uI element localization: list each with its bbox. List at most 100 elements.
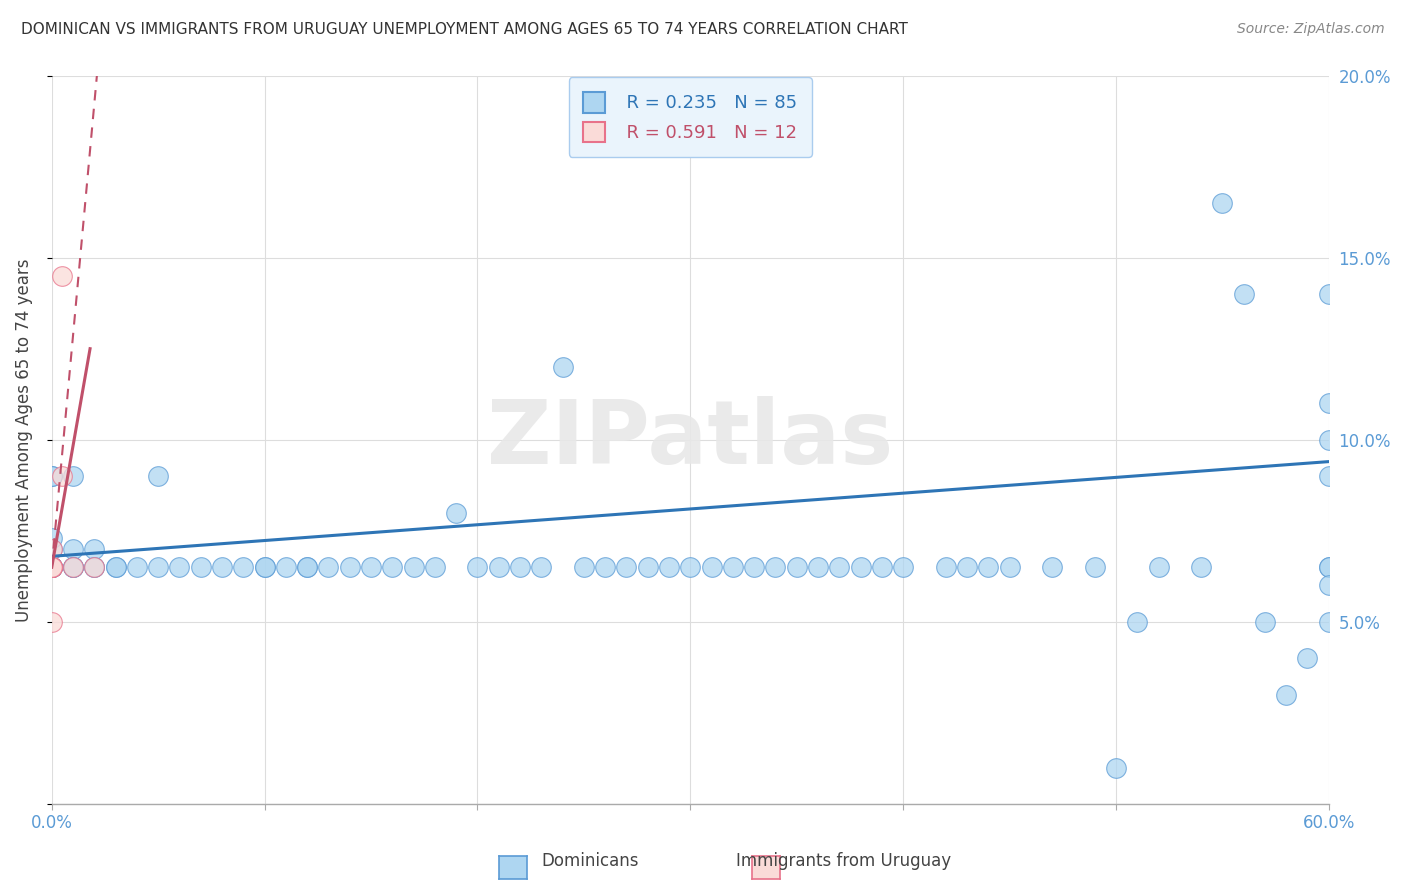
Point (146, 469, 169, 483)
Point (41, 560, 63, 574)
Point (41, 560, 63, 574)
Point (1317, 560, 1340, 574)
Point (41, 560, 63, 574)
Point (51, 268, 73, 283)
Legend:   R = 0.235   N = 85,   R = 0.591   N = 12: R = 0.235 N = 85, R = 0.591 N = 12 (568, 78, 813, 157)
Point (1147, 560, 1170, 574)
Point (83, 541, 105, 556)
Point (1317, 469, 1340, 483)
Point (1317, 578, 1340, 592)
Point (381, 560, 404, 574)
Point (62, 560, 84, 574)
Point (104, 560, 127, 574)
Point (658, 560, 681, 574)
Point (232, 560, 254, 574)
Point (444, 506, 467, 520)
Point (488, 560, 510, 574)
Point (1317, 560, 1340, 574)
Point (41, 469, 63, 483)
Point (786, 560, 808, 574)
Point (763, 560, 786, 574)
Text: Source: ZipAtlas.com: Source: ZipAtlas.com (1237, 22, 1385, 37)
Point (551, 359, 574, 374)
Point (1084, 560, 1107, 574)
Point (41, 560, 63, 574)
Point (616, 560, 638, 574)
Point (41, 560, 63, 574)
Point (679, 560, 702, 574)
Point (41, 560, 63, 574)
Point (62, 560, 84, 574)
Point (41, 560, 63, 574)
Point (956, 560, 979, 574)
Point (1317, 396, 1340, 410)
Point (423, 560, 446, 574)
Point (41, 615, 63, 629)
Point (637, 560, 659, 574)
Point (41, 541, 63, 556)
Point (1040, 560, 1063, 574)
Point (169, 560, 191, 574)
Point (104, 560, 127, 574)
Point (891, 560, 914, 574)
Point (83, 560, 105, 574)
Point (935, 560, 957, 574)
Point (295, 560, 318, 574)
Point (339, 560, 361, 574)
Point (1317, 433, 1340, 447)
Point (402, 560, 425, 574)
Point (83, 560, 105, 574)
Point (41, 560, 63, 574)
Point (849, 560, 872, 574)
Point (41, 541, 63, 556)
Point (828, 560, 851, 574)
Point (41, 560, 63, 574)
Point (1317, 615, 1340, 629)
Point (62, 560, 84, 574)
Point (41, 531, 63, 545)
Point (1254, 615, 1277, 629)
Point (1317, 287, 1340, 301)
Point (41, 560, 63, 574)
Point (1189, 560, 1212, 574)
Point (870, 560, 893, 574)
Point (530, 560, 553, 574)
Point (593, 560, 616, 574)
Text: ZIPatlas: ZIPatlas (486, 396, 893, 483)
Point (62, 541, 84, 556)
Y-axis label: Unemployment Among Ages 65 to 74 years: Unemployment Among Ages 65 to 74 years (15, 258, 32, 622)
Point (742, 560, 765, 574)
Point (41, 560, 63, 574)
Point (51, 469, 73, 483)
Point (1126, 615, 1149, 629)
Text: DOMINICAN VS IMMIGRANTS FROM URUGUAY UNEMPLOYMENT AMONG AGES 65 TO 74 YEARS CORR: DOMINICAN VS IMMIGRANTS FROM URUGUAY UNE… (21, 22, 908, 37)
Point (977, 560, 1000, 574)
Text: Immigrants from Uruguay: Immigrants from Uruguay (735, 852, 952, 870)
Point (1275, 688, 1298, 702)
Point (83, 560, 105, 574)
Point (467, 560, 489, 574)
Point (211, 560, 233, 574)
Point (1211, 196, 1233, 211)
Point (1296, 651, 1319, 665)
Point (62, 469, 84, 483)
Point (190, 560, 212, 574)
Point (700, 560, 723, 574)
Point (1233, 287, 1256, 301)
Point (318, 560, 340, 574)
Point (998, 560, 1021, 574)
Point (360, 560, 382, 574)
Point (274, 560, 297, 574)
Point (572, 560, 595, 574)
Point (807, 560, 830, 574)
Point (1105, 760, 1128, 774)
Point (295, 560, 318, 574)
Text: Dominicans: Dominicans (541, 852, 640, 870)
Point (41, 560, 63, 574)
Point (509, 560, 531, 574)
Point (62, 560, 84, 574)
Point (125, 560, 148, 574)
Point (146, 560, 169, 574)
Point (253, 560, 276, 574)
Point (41, 560, 63, 574)
